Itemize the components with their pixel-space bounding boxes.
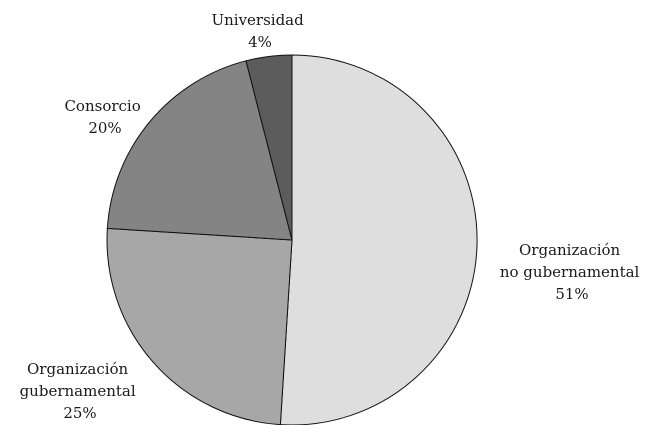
slice-label-consorcio-percent: 20% (88, 119, 121, 137)
slice-label-ong: Organización no gubernamental 51% (500, 241, 644, 303)
slice-label-universidad: Universidad 4% (211, 11, 308, 51)
pie-slices (106, 54, 478, 425)
slice-consorcio (106, 60, 293, 241)
slice-label-universidad-line-1: Universidad (211, 11, 304, 29)
slice-label-consorcio: Consorcio 20% (64, 97, 145, 137)
slice-universidad (245, 54, 293, 241)
slice-label-universidad-percent: 4% (248, 33, 272, 51)
slice-label-gov-line-2: gubernamental (20, 382, 136, 400)
slice-label-ong-percent: 51% (555, 285, 588, 303)
slice-label-gov-line-1: Organización (27, 360, 129, 378)
slice-ong (279, 54, 478, 425)
slice-label-consorcio-line-1: Consorcio (64, 97, 140, 115)
slice-label-gov-percent: 25% (63, 404, 96, 422)
slice-label-ong-line-1: Organización (519, 241, 621, 259)
slice-label-gov: Organización gubernamental 25% (20, 360, 141, 422)
slice-gubernamental (106, 227, 293, 425)
slice-label-ong-line-2: no gubernamental (500, 263, 640, 281)
